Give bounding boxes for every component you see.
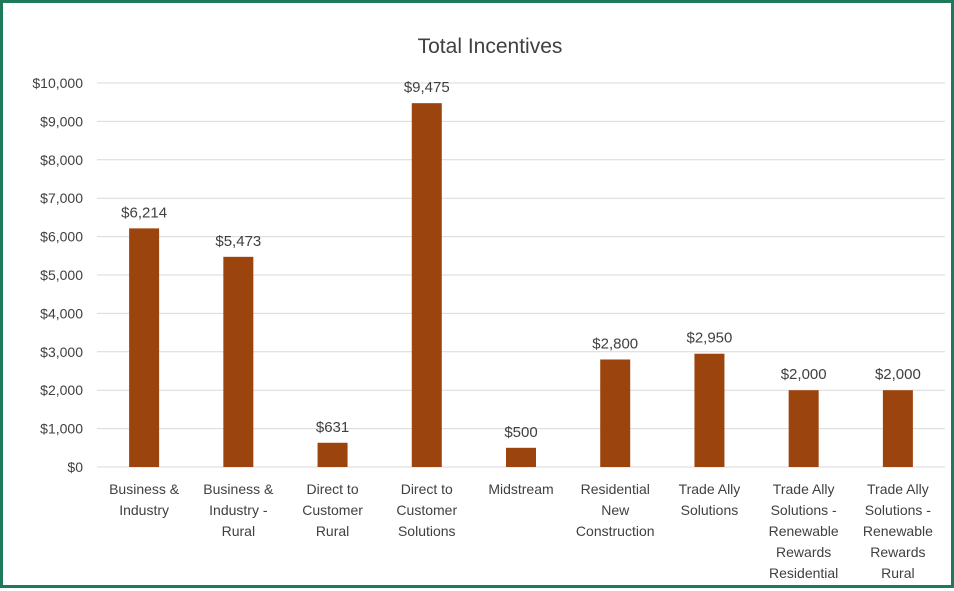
- y-tick-label: $4,000: [40, 305, 83, 321]
- x-tick-label-line: Solutions: [681, 502, 739, 518]
- x-tick-label: Direct to Customer Rural: [302, 481, 363, 539]
- data-label: $2,800: [592, 335, 638, 352]
- y-tick-label: $0: [67, 459, 83, 475]
- x-tick-label-line: Renewable: [863, 523, 933, 539]
- y-axis: $0 $1,000 $2,000 $3,000 $4,000 $5,000 $6,000 $7…: [32, 75, 83, 475]
- x-tick-label-line: Customer: [302, 502, 363, 518]
- bar: [882, 390, 913, 467]
- x-tick-label-line: Rewards: [870, 544, 925, 560]
- x-tick-label-line: Rural: [881, 565, 914, 581]
- x-tick-label-line: Business &: [203, 481, 274, 497]
- chart-title: Total Incentives: [418, 35, 563, 58]
- bar: [788, 390, 819, 467]
- x-tick-label-line: Renewable: [769, 523, 839, 539]
- x-tick-label-line: Residential: [581, 481, 650, 497]
- data-label: $9,475: [404, 79, 450, 96]
- y-tick-label: $7,000: [40, 190, 83, 206]
- data-label: $631: [316, 419, 349, 436]
- bars: [129, 103, 913, 467]
- x-tick-label-line: Customer: [396, 502, 457, 518]
- bar: [317, 442, 348, 467]
- bar: [411, 103, 442, 467]
- x-tick-label: Direct to Customer Solutions: [396, 481, 457, 539]
- bar: [694, 353, 725, 467]
- x-tick-label-line: Trade Ally: [867, 481, 929, 497]
- y-tick-label: $6,000: [40, 229, 83, 245]
- y-tick-label: $1,000: [40, 421, 83, 437]
- y-tick-label: $5,000: [40, 267, 83, 283]
- x-tick-label-line: Trade Ally: [773, 481, 835, 497]
- bar: [223, 256, 254, 467]
- data-label: $6,214: [121, 204, 167, 221]
- bar: [129, 228, 160, 467]
- x-tick-label-line: Solutions -: [771, 502, 837, 518]
- x-tick-label: Midstream: [488, 481, 553, 497]
- x-tick-label: Business & Industry - Rural: [203, 481, 274, 539]
- data-label: $2,950: [686, 330, 732, 347]
- bar-chart: Total Incentives $0 $1,000 $2,000 $3,000 $4,…: [32, 35, 945, 581]
- x-tick-label-line: Midstream: [488, 481, 553, 497]
- x-axis: Business & Industry Business & Industry - Ru…: [109, 481, 933, 581]
- x-tick-label-line: Trade Ally: [679, 481, 741, 497]
- bar: [506, 447, 536, 467]
- x-tick-label: Trade Ally Solutions: [679, 481, 741, 518]
- y-tick-label: $9,000: [40, 113, 83, 129]
- x-tick-label: Trade Ally Solutions - Renewable Rewards Rur…: [863, 481, 933, 581]
- x-tick-label-line: Solutions: [398, 523, 456, 539]
- x-tick-label-line: Residential: [769, 565, 838, 581]
- x-tick-label-line: Direct to: [401, 481, 453, 497]
- x-tick-label-line: Construction: [576, 523, 655, 539]
- x-tick-label-line: Industry -: [209, 502, 268, 518]
- data-label: $5,473: [215, 233, 261, 250]
- y-tick-label: $8,000: [40, 152, 83, 168]
- x-tick-label-line: Business &: [109, 481, 180, 497]
- y-tick-label: $2,000: [40, 382, 83, 398]
- data-label: $2,000: [781, 366, 827, 383]
- data-labels: $6,214 $5,473 $631 $9,475 $500 $2,800 $2,950 $2…: [121, 79, 921, 441]
- data-label: $500: [504, 424, 537, 441]
- x-tick-label-line: Solutions -: [865, 502, 931, 518]
- x-tick-label-line: Industry: [119, 502, 169, 518]
- y-tick-label: $10,000: [32, 75, 83, 91]
- x-tick-label-line: Rural: [222, 523, 255, 539]
- x-tick-label: Business & Industry: [109, 481, 180, 518]
- y-tick-label: $3,000: [40, 344, 83, 360]
- x-tick-label: Residential New Construction: [576, 481, 655, 539]
- x-tick-label-line: Rural: [316, 523, 349, 539]
- data-label: $2,000: [875, 366, 921, 383]
- bar: [600, 359, 631, 467]
- x-tick-label-line: Direct to: [306, 481, 358, 497]
- x-tick-label: Trade Ally Solutions - Renewable Rewards Res…: [769, 481, 839, 581]
- x-tick-label-line: Rewards: [776, 544, 831, 560]
- x-tick-label-line: New: [601, 502, 630, 518]
